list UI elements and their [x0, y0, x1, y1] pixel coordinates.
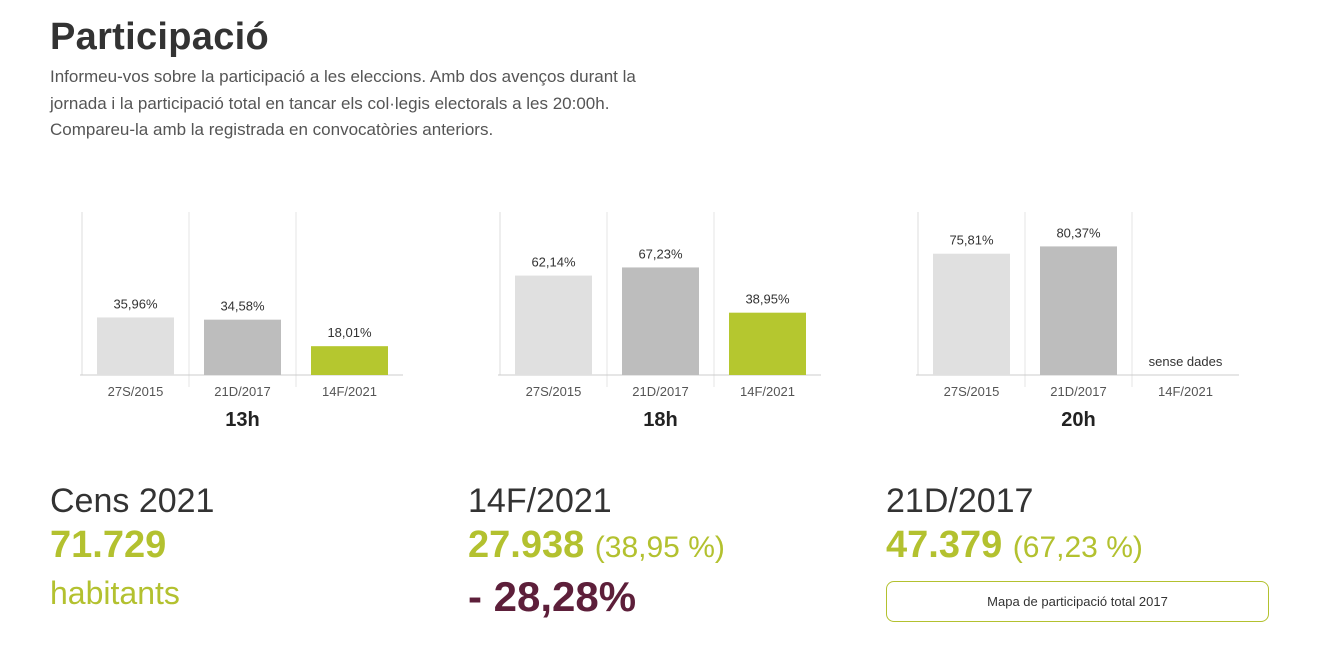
- data-label: 35,96%: [113, 296, 158, 311]
- stat-census: Cens 2021 71.729 habitants: [50, 480, 450, 618]
- census-label: Cens 2021: [50, 482, 215, 520]
- data-label: 75,81%: [949, 233, 994, 248]
- x-tick-label: 21D/2017: [1050, 384, 1106, 399]
- no-data-label: sense dades: [1149, 354, 1223, 369]
- bar: [204, 319, 281, 375]
- chart-title: 20h: [1061, 409, 1095, 431]
- current-label: 14F/2021: [468, 482, 612, 520]
- participation-map-2017-button[interactable]: Mapa de participació total 2017: [886, 581, 1269, 622]
- previous-value-line: 47.379 (67,23 %): [886, 522, 1286, 571]
- x-tick-label: 27S/2015: [944, 384, 1000, 399]
- current-pct: (38,95 %): [594, 531, 725, 564]
- data-label: 34,58%: [220, 299, 265, 314]
- x-tick-label: 21D/2017: [632, 384, 688, 399]
- previous-label: 21D/2017: [886, 482, 1034, 520]
- page-title: Participació: [50, 16, 270, 58]
- data-label: 80,37%: [1056, 225, 1101, 240]
- data-label: 67,23%: [638, 246, 683, 261]
- current-value: 27.938: [468, 524, 585, 566]
- x-tick-label: 14F/2021: [1158, 384, 1213, 399]
- current-value-line: 27.938 (38,95 %): [468, 522, 868, 571]
- current-change: - 28,28%: [468, 573, 637, 620]
- bar: [1040, 246, 1117, 375]
- chart-13h: 35,96% 27S/2015 34,58% 21D/2017 18,01% 14F/20…: [60, 200, 403, 440]
- chart-svg: 62,14% 27S/2015 67,23% 21D/2017 38,95% 14F/20…: [498, 212, 821, 431]
- stat-previous: 21D/2017 47.379 (67,23 %): [886, 480, 1286, 571]
- previous-value: 47.379: [886, 524, 1003, 566]
- chart-18h: 62,14% 27S/2015 67,23% 21D/2017 38,95% 14F/20…: [478, 200, 821, 440]
- data-label: 62,14%: [531, 255, 576, 270]
- chart-svg: 35,96% 27S/2015 34,58% 21D/2017 18,01% 14F/20…: [80, 212, 403, 431]
- chart-svg: 75,81% 27S/2015 80,37% 21D/2017 sense dades 1…: [916, 212, 1239, 431]
- bar: [622, 267, 699, 375]
- bar: [933, 253, 1010, 375]
- data-label: 18,01%: [327, 325, 372, 340]
- bar: [311, 346, 388, 375]
- chart-20h: 75,81% 27S/2015 80,37% 21D/2017 sense dades 1…: [896, 200, 1239, 440]
- bar: [97, 317, 174, 375]
- census-value: 71.729: [50, 524, 167, 566]
- intro-text: Informeu-vos sobre la participació a les…: [50, 67, 636, 139]
- chart-title: 13h: [225, 409, 259, 431]
- data-label: 38,95%: [745, 292, 790, 307]
- x-tick-label: 27S/2015: [526, 384, 582, 399]
- x-tick-label: 14F/2021: [740, 384, 795, 399]
- x-tick-label: 14F/2021: [322, 384, 377, 399]
- stat-current: 14F/2021 27.938 (38,95 %) - 28,28%: [468, 480, 868, 623]
- previous-pct: (67,23 %): [1012, 531, 1143, 564]
- census-unit: habitants: [50, 575, 180, 611]
- chart-title: 18h: [643, 409, 677, 431]
- bar: [515, 275, 592, 375]
- bar: [729, 312, 806, 375]
- x-tick-label: 21D/2017: [214, 384, 270, 399]
- x-tick-label: 27S/2015: [108, 384, 164, 399]
